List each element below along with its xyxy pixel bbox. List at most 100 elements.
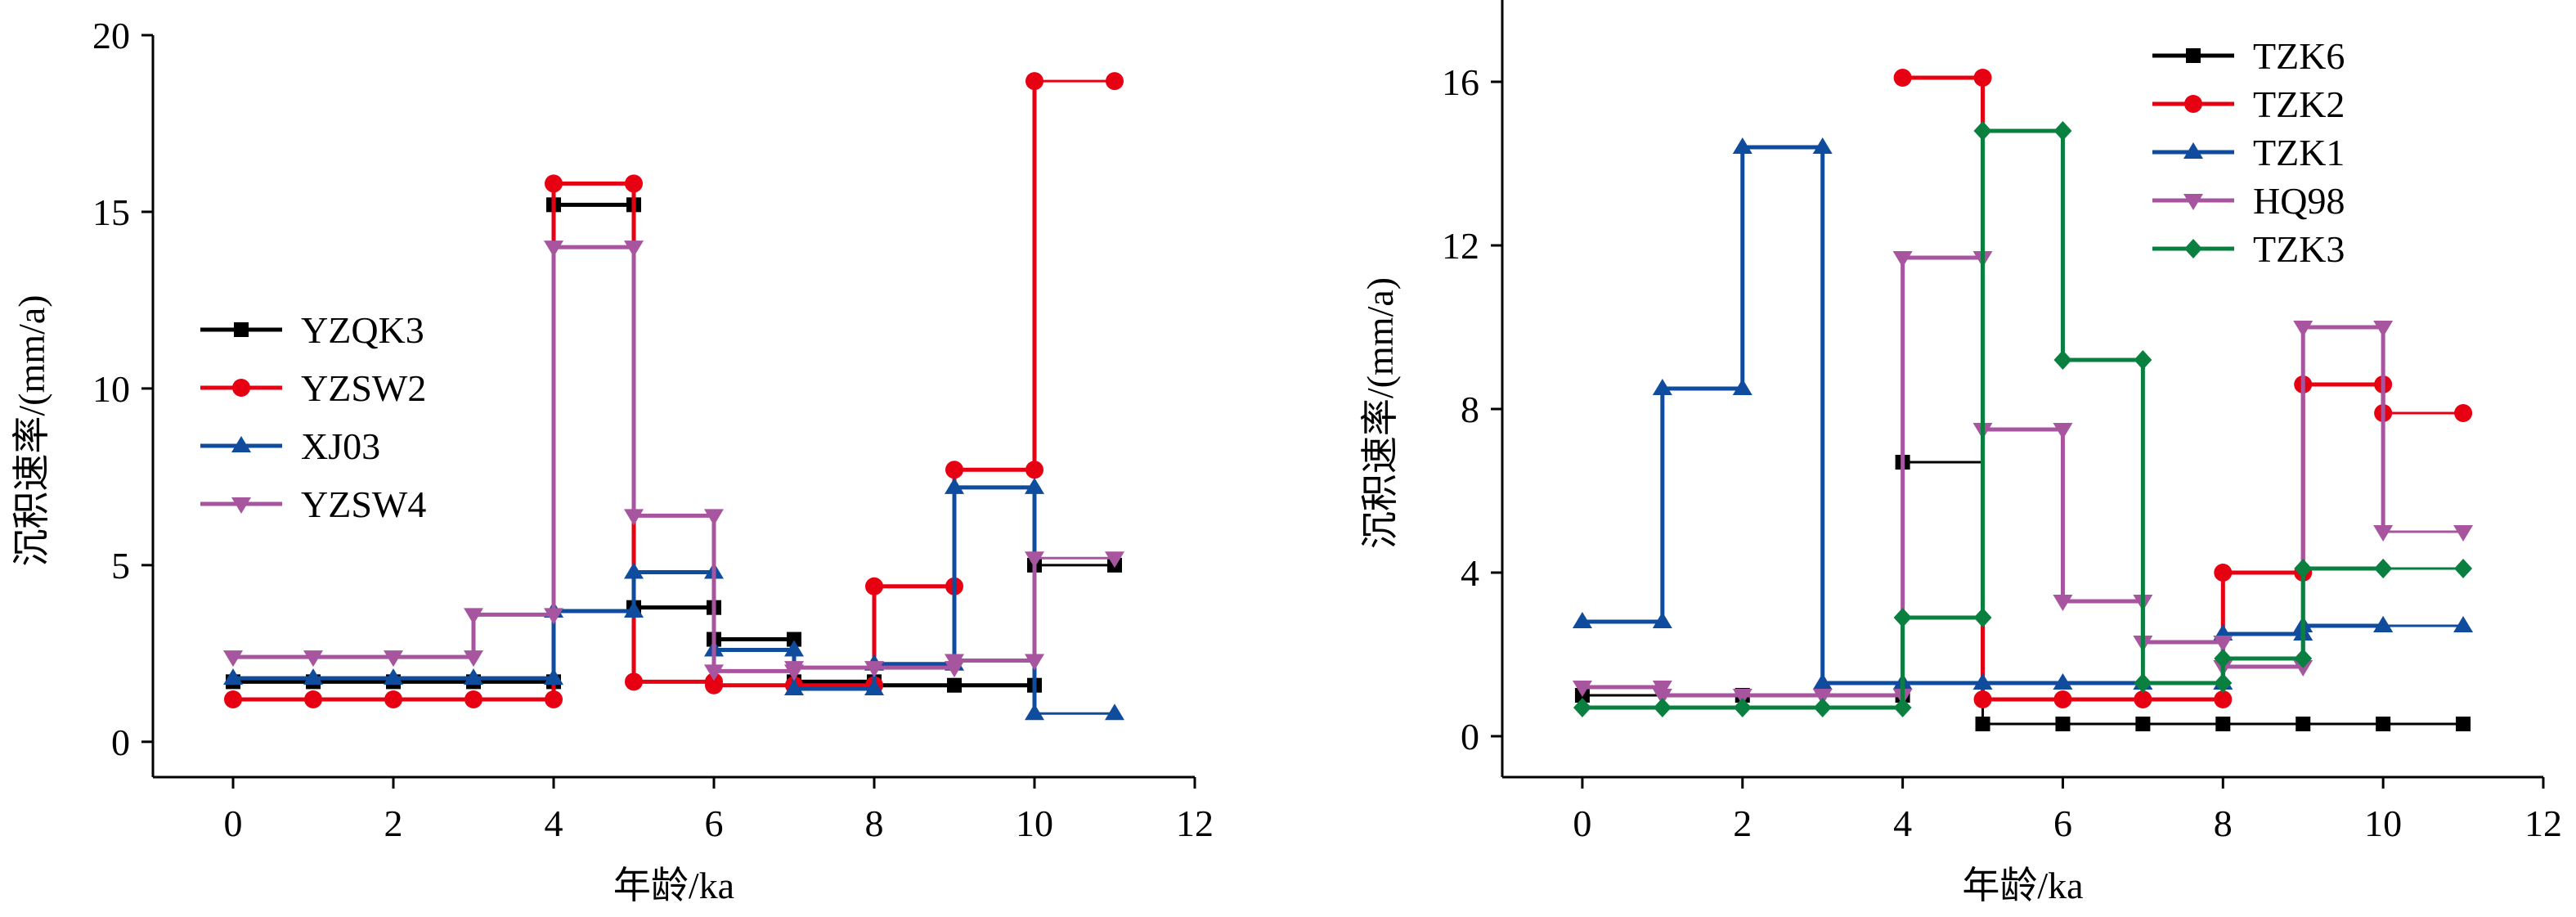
data-point	[1572, 681, 1592, 697]
data-point	[1973, 690, 1992, 708]
y-axis-label: 沉积速率/(mm/a)	[1359, 277, 1401, 549]
series-yzsw4	[223, 240, 1124, 681]
legend-label: YZQK3	[301, 309, 424, 351]
data-point	[2454, 404, 2473, 422]
data-point	[223, 650, 243, 668]
data-point	[2215, 717, 2231, 731]
data-point	[2134, 690, 2152, 708]
data-point	[625, 672, 643, 691]
x-tick-label: 6	[2053, 802, 2072, 844]
data-point	[784, 640, 804, 657]
data-point	[544, 240, 563, 258]
data-point	[704, 509, 724, 526]
data-point	[1105, 703, 1124, 721]
data-point	[2214, 649, 2233, 668]
data-point	[1572, 612, 1592, 628]
chart-right: 0 2 4 6 8 10 12 0 4 8 12 16 年龄/ka 沉积速率/(mm/a) TZK6 TZK2…	[1359, 0, 2562, 906]
data-point	[864, 661, 884, 678]
data-point	[784, 661, 804, 678]
data-point	[2373, 321, 2394, 337]
data-point	[1653, 698, 1672, 717]
data-point	[2373, 525, 2394, 542]
data-point	[1025, 654, 1044, 671]
legend-marker	[232, 379, 250, 397]
legend-marker	[231, 497, 251, 514]
data-point	[2053, 350, 2072, 370]
data-point	[624, 562, 644, 579]
y-tick-label: 4	[1461, 552, 1479, 594]
data-point	[464, 690, 482, 708]
data-point	[384, 690, 402, 708]
data-point	[223, 668, 243, 686]
data-point	[545, 174, 563, 193]
data-point	[1025, 72, 1043, 91]
legend-marker	[2186, 48, 2201, 63]
x-tick-label: 12	[1176, 802, 1214, 844]
series-yzsw2	[224, 72, 1124, 708]
data-point	[544, 668, 563, 686]
data-point	[864, 679, 884, 696]
data-point	[464, 650, 483, 668]
data-point	[2293, 321, 2313, 337]
data-point	[945, 654, 964, 671]
legend-label: YZSW4	[301, 483, 426, 525]
legend-item: TZK6	[2152, 35, 2345, 77]
x-tick-label: 2	[384, 802, 403, 844]
series-tzk6	[1574, 455, 2471, 731]
data-point	[1105, 551, 1124, 569]
data-point	[2134, 673, 2152, 693]
legend-marker	[2183, 194, 2203, 210]
legend-item: YZQK3	[200, 309, 424, 351]
data-point	[2456, 717, 2471, 731]
data-point	[2453, 525, 2474, 542]
legend-label: HQ98	[2253, 180, 2345, 222]
x-tick-label: 8	[2214, 802, 2233, 844]
data-point	[1972, 673, 1993, 690]
chart-left: 0 2 4 6 8 10 12 0 5 10 15 20 年龄/ka 沉积速率/(mm/a) YZQK3 YZ…	[11, 15, 1214, 906]
data-point	[705, 676, 723, 694]
data-point	[2053, 690, 2072, 708]
data-point	[945, 461, 963, 479]
data-point	[1893, 69, 1912, 87]
y-axis-label: 沉积速率/(mm/a)	[11, 294, 52, 566]
data-point	[1732, 689, 1752, 705]
data-point	[787, 632, 801, 647]
data-point	[544, 608, 563, 625]
legend-label: YZSW2	[301, 367, 426, 409]
y-tick-label: 8	[1461, 389, 1479, 430]
x-tick-label: 8	[865, 802, 884, 844]
data-point	[1573, 698, 1591, 717]
legend-item: TZK1	[2152, 132, 2345, 173]
data-point	[624, 601, 644, 618]
series-hq98	[1572, 251, 2474, 705]
x-tick-label: 0	[1573, 802, 1591, 844]
data-point	[2213, 636, 2233, 652]
data-point	[384, 668, 403, 686]
data-point	[384, 650, 403, 668]
data-point	[1975, 717, 1990, 731]
data-point	[1973, 608, 1992, 627]
data-point	[2134, 350, 2152, 370]
x-tick-label: 2	[1733, 802, 1752, 844]
data-point	[1652, 612, 1672, 628]
data-point	[1106, 72, 1124, 91]
legend-label: TZK3	[2253, 228, 2345, 270]
legend-item: TZK3	[2152, 228, 2345, 270]
data-point	[865, 577, 883, 596]
data-point	[2053, 423, 2073, 439]
data-point	[2296, 717, 2311, 731]
data-point	[1812, 137, 1833, 154]
data-point	[1732, 379, 1752, 395]
data-point	[2214, 673, 2233, 693]
data-point	[1893, 698, 1912, 717]
data-point	[1733, 698, 1752, 717]
data-point	[464, 668, 483, 686]
data-point	[545, 690, 563, 708]
legend-marker	[2184, 95, 2202, 113]
data-point	[625, 174, 643, 193]
data-point	[1973, 121, 1992, 141]
data-point	[1025, 477, 1044, 494]
legend-item: HQ98	[2152, 180, 2345, 222]
y-tick-label: 20	[92, 15, 130, 56]
